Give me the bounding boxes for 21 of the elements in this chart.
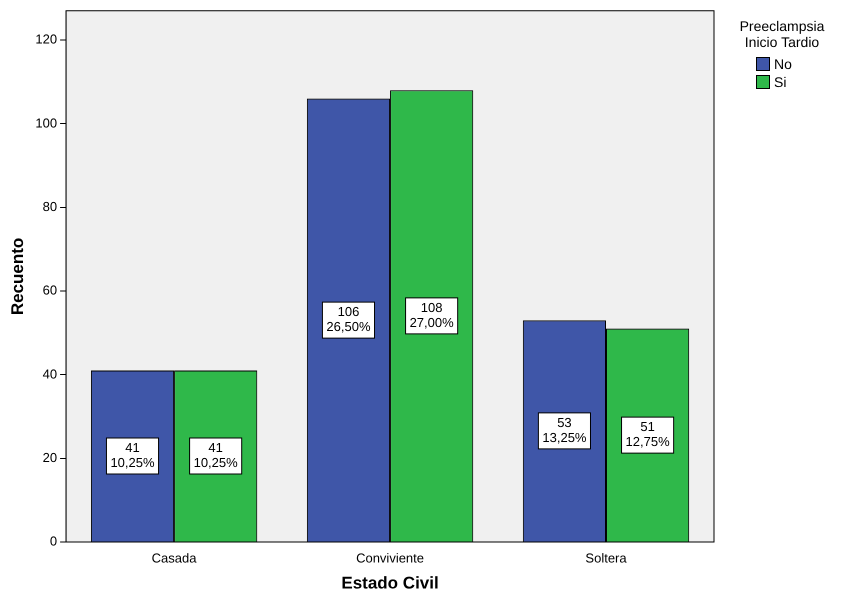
- y-tick-label: 60: [42, 282, 58, 298]
- y-tick-label: 80: [42, 198, 58, 214]
- legend-label: Si: [774, 74, 786, 90]
- y-tick-label: 120: [35, 32, 58, 47]
- y-tick-label: 40: [42, 366, 58, 382]
- data-label: 41 10,25%: [194, 440, 238, 470]
- y-tick-label: 100: [35, 115, 58, 130]
- data-label: 41 10,25%: [110, 440, 155, 470]
- x-axis-title: Estado Civil: [341, 573, 439, 592]
- y-tick-label: 0: [50, 534, 58, 549]
- x-tick-label: Soltera: [585, 550, 628, 566]
- legend-title: Preeclampsia Inicio Tardio: [738, 18, 826, 50]
- x-tick-label: Conviviente: [356, 550, 424, 566]
- y-axis-title: Recuento: [8, 238, 27, 316]
- y-tick-label: 20: [42, 450, 58, 465]
- x-tick-label: Casada: [152, 550, 198, 566]
- data-label: 106 26,50%: [326, 304, 371, 334]
- legend-label: No: [774, 56, 792, 72]
- data-label: 51 12,75%: [626, 419, 670, 450]
- data-label: 108 27,00%: [410, 300, 454, 330]
- data-label: 53 13,25%: [542, 414, 587, 445]
